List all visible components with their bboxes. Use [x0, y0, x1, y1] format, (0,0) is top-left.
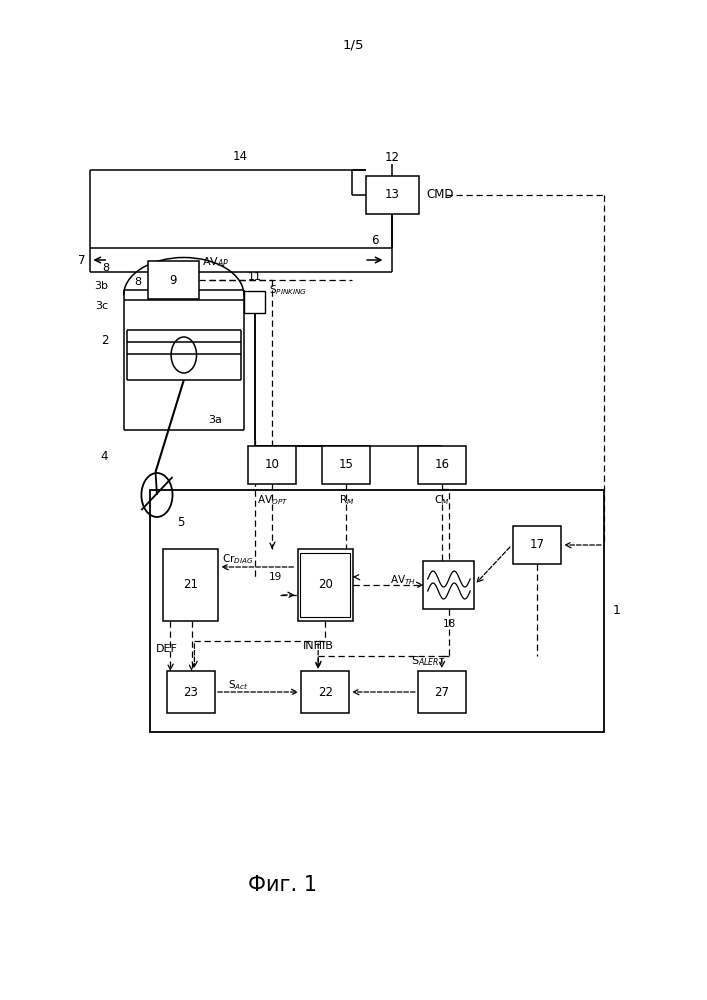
Bar	[298, 549, 353, 621]
Text: AV$_{TH}$: AV$_{TH}$	[390, 573, 416, 587]
Text: 1: 1	[612, 604, 620, 617]
Text: 17: 17	[530, 538, 545, 552]
Text: 18: 18	[443, 619, 455, 629]
Text: 15: 15	[339, 458, 354, 472]
Bar	[300, 553, 350, 617]
Bar	[418, 446, 466, 484]
Bar	[418, 671, 466, 713]
Text: 9: 9	[170, 273, 177, 286]
Text: 13: 13	[385, 188, 400, 202]
Text: R$_M$: R$_M$	[339, 493, 354, 507]
Text: 20: 20	[317, 578, 333, 591]
Text: DEF: DEF	[156, 644, 177, 654]
Text: 10: 10	[264, 458, 280, 472]
Text: 11: 11	[247, 272, 262, 282]
Text: CMD: CMD	[426, 188, 453, 202]
Bar	[366, 176, 419, 214]
Text: 21: 21	[183, 578, 199, 591]
Text: 6: 6	[371, 233, 378, 246]
Bar	[167, 671, 215, 713]
Bar	[423, 561, 474, 609]
Text: C$_M$: C$_M$	[434, 493, 450, 507]
Text: 4: 4	[100, 450, 108, 464]
Bar	[148, 261, 199, 299]
Text: 8: 8	[103, 263, 110, 273]
Text: 1/5: 1/5	[343, 38, 364, 51]
Text: 8: 8	[134, 277, 141, 287]
Text: 3c: 3c	[95, 301, 108, 311]
Bar	[301, 671, 349, 713]
Text: S$_{Act}$: S$_{Act}$	[228, 678, 248, 692]
Text: 12: 12	[385, 151, 400, 164]
Text: INHIB: INHIB	[303, 641, 334, 651]
Text: AV$_{OPT}$: AV$_{OPT}$	[257, 493, 288, 507]
Bar	[248, 446, 296, 484]
Text: 19: 19	[269, 572, 282, 582]
Text: S$_{PINKING}$: S$_{PINKING}$	[269, 283, 307, 297]
Text: 2: 2	[100, 334, 108, 347]
Text: 27: 27	[434, 686, 450, 698]
Text: 23: 23	[183, 686, 199, 698]
Text: 16: 16	[434, 458, 450, 472]
Text: 3a: 3a	[209, 415, 223, 425]
Text: Фиг. 1: Фиг. 1	[248, 875, 317, 895]
Bar	[150, 490, 604, 732]
Text: S$_{ALERT}$: S$_{ALERT}$	[411, 654, 445, 668]
Bar	[163, 549, 218, 621]
Bar	[244, 291, 265, 313]
Bar	[322, 446, 370, 484]
Text: 22: 22	[317, 686, 333, 698]
Text: 3b: 3b	[94, 281, 108, 291]
Bar	[513, 526, 561, 564]
Text: AV$_{AP}$: AV$_{AP}$	[202, 255, 230, 269]
Text: 7: 7	[78, 253, 86, 266]
Text: Cr$_{DIAG}$: Cr$_{DIAG}$	[222, 552, 254, 566]
Text: 14: 14	[233, 150, 248, 163]
Text: 5: 5	[177, 516, 184, 530]
